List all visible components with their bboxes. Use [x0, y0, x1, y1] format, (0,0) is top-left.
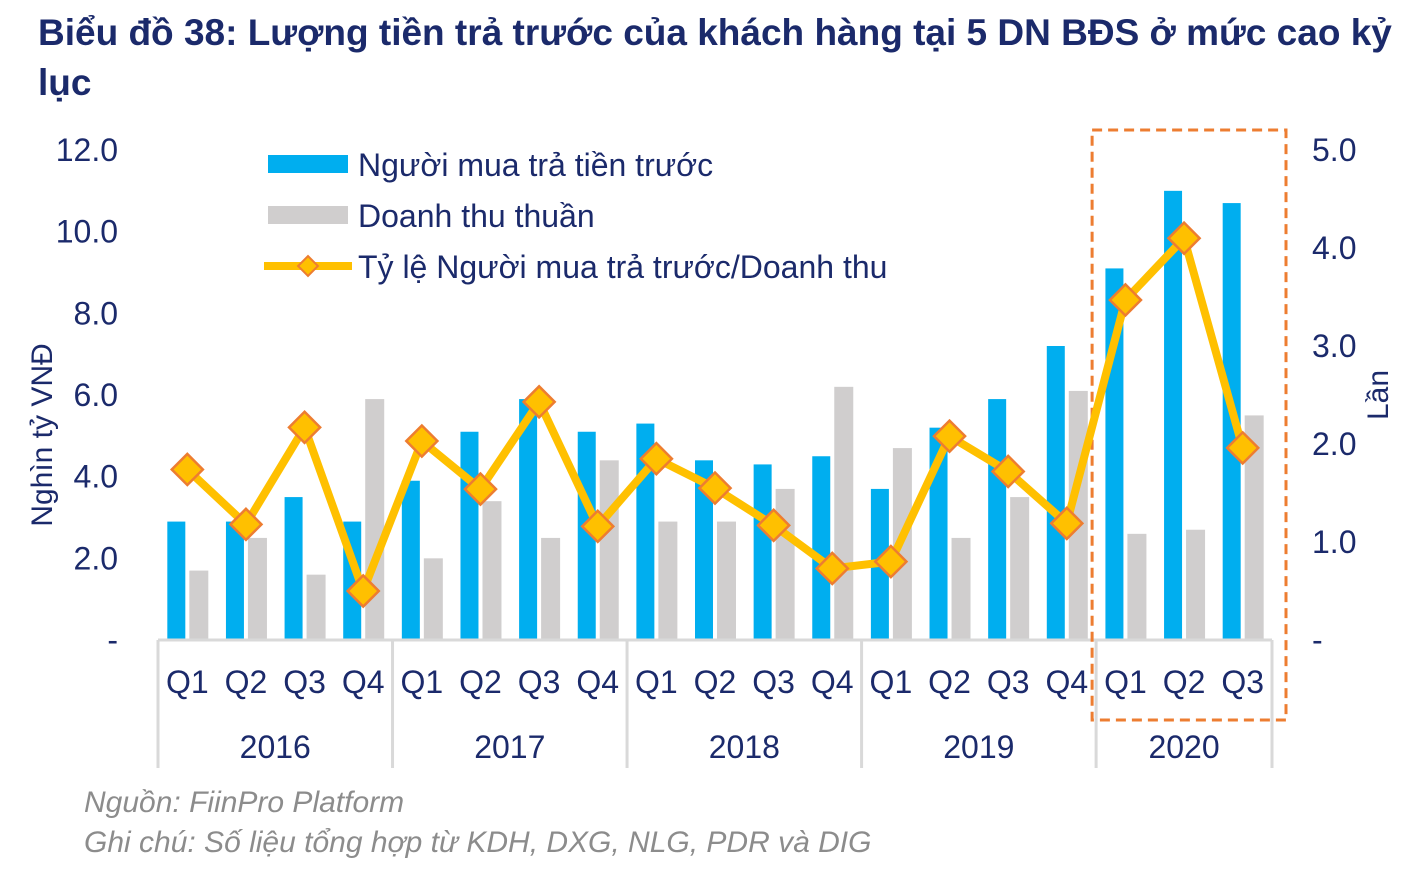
ratio-marker — [932, 418, 967, 454]
x-tick-label: Q1 — [166, 664, 209, 700]
ratio-marker — [228, 507, 264, 542]
bar-revenue — [658, 521, 678, 640]
x-tick-label: Q2 — [1163, 664, 1206, 700]
y-tick-label: 8.0 — [74, 295, 118, 331]
y-tick-label: - — [107, 622, 118, 658]
x-tick-label: Q2 — [694, 664, 737, 700]
ratio-marker — [580, 508, 616, 544]
x-tick-label: Q2 — [225, 664, 268, 700]
x-tick-label: Q1 — [635, 664, 678, 700]
chart-title: Biểu đồ 38: Lượng tiền trả trước của khá… — [38, 12, 1392, 103]
y-axis-label: Nghìn tỷ VNĐ — [26, 343, 59, 526]
x-tick-label: Q3 — [518, 664, 561, 700]
y2-tick-label: 1.0 — [1312, 524, 1356, 560]
x-tick-label: Q3 — [283, 664, 326, 700]
bar-prepayment — [519, 399, 538, 640]
y-tick-label: 6.0 — [74, 377, 118, 413]
bar-revenue — [482, 501, 502, 640]
ratio-marker — [287, 410, 322, 445]
y-tick-label: 12.0 — [56, 132, 118, 168]
bar-prepayment — [929, 427, 948, 640]
x-tick-label: Q4 — [342, 664, 385, 700]
x-group-label: 2019 — [943, 729, 1014, 765]
bar-revenue — [951, 537, 971, 640]
ratio-marker — [756, 508, 791, 543]
bar-revenue — [306, 574, 326, 640]
ratio-marker — [990, 454, 1026, 489]
legend-label-revenue: Doanh thu thuần — [358, 198, 595, 234]
y2-tick-label: 5.0 — [1312, 132, 1356, 168]
bar-revenue — [365, 399, 385, 640]
ratio-marker — [345, 573, 381, 609]
ratio-marker — [814, 551, 850, 586]
bar-revenue — [775, 488, 795, 640]
y2-tick-label: - — [1312, 622, 1323, 658]
bar-prepayment — [401, 480, 420, 640]
bar-revenue — [1244, 415, 1264, 640]
x-tick-label: Q4 — [811, 664, 854, 700]
bar-prepayment — [753, 464, 772, 640]
bar-revenue — [1010, 497, 1030, 640]
ratio-marker — [404, 423, 440, 459]
ratio-marker — [697, 470, 733, 506]
bar-revenue — [423, 558, 443, 640]
bar-prepayment — [167, 521, 186, 640]
ratio-marker — [639, 441, 674, 477]
bar-revenue — [189, 570, 209, 640]
y2-tick-label: 3.0 — [1312, 328, 1356, 364]
y-tick-label: 2.0 — [74, 540, 118, 576]
ratio-marker — [521, 384, 557, 420]
ratio-marker — [1108, 282, 1143, 318]
source-note: Nguồn: FiinPro Platform — [84, 786, 405, 819]
y-tick-label: 10.0 — [56, 214, 118, 250]
x-tick-label: Q3 — [987, 664, 1030, 700]
bar-revenue — [599, 460, 619, 640]
y2-tick-label: 2.0 — [1312, 426, 1356, 462]
ratio-marker — [169, 452, 205, 487]
bar-revenue — [1186, 529, 1206, 640]
x-group-label: 2018 — [709, 729, 780, 765]
x-group-label: 2017 — [474, 729, 545, 765]
bar-prepayment — [1046, 346, 1065, 640]
ratio-marker — [1049, 506, 1085, 541]
x-group-label: 2020 — [1148, 729, 1219, 765]
x-tick-label: Q2 — [459, 664, 502, 700]
legend-swatch-revenue — [268, 206, 348, 224]
x-tick-label: Q4 — [1045, 664, 1088, 700]
x-tick-label: Q2 — [928, 664, 971, 700]
bar-prepayment — [577, 431, 596, 640]
x-tick-label: Q1 — [400, 664, 443, 700]
bar-prepayment — [225, 521, 244, 640]
legend-swatch-prepayment — [268, 155, 348, 173]
x-tick-label: Q1 — [870, 664, 913, 700]
legend-label-prepayment: Người mua trả tiền trước — [358, 147, 713, 183]
bar-prepayment — [812, 456, 831, 640]
y2-tick-label: 4.0 — [1312, 230, 1356, 266]
ratio-marker — [463, 471, 498, 507]
y2-axis-label: Lần — [1362, 370, 1395, 420]
legend-marker-ratio — [296, 254, 320, 278]
legend-label-ratio: Tỷ lệ Người mua trả trước/Doanh thu — [358, 249, 887, 285]
bar-prepayment — [695, 460, 713, 640]
bar-prepayment — [988, 399, 1007, 640]
x-tick-label: Q1 — [1104, 664, 1147, 700]
bar-prepayment — [284, 497, 303, 640]
x-group-label: 2016 — [240, 729, 311, 765]
bar-revenue — [717, 521, 736, 640]
bar-revenue — [247, 537, 267, 640]
ratio-marker — [873, 544, 909, 579]
ratio-marker — [1225, 430, 1261, 466]
bar-prepayment — [1164, 190, 1183, 641]
bar-revenue — [834, 386, 854, 640]
x-tick-label: Q4 — [576, 664, 619, 700]
bar-prepayment — [460, 431, 479, 640]
y-tick-label: 4.0 — [74, 459, 118, 495]
bar-revenue — [541, 537, 561, 640]
ratio-marker — [1166, 220, 1202, 256]
x-tick-label: Q3 — [752, 664, 795, 700]
footnote: Ghi chú: Số liệu tổng hợp từ KDH, DXG, N… — [84, 826, 872, 859]
bar-revenue — [1127, 533, 1147, 640]
x-tick-label: Q3 — [1221, 664, 1264, 700]
